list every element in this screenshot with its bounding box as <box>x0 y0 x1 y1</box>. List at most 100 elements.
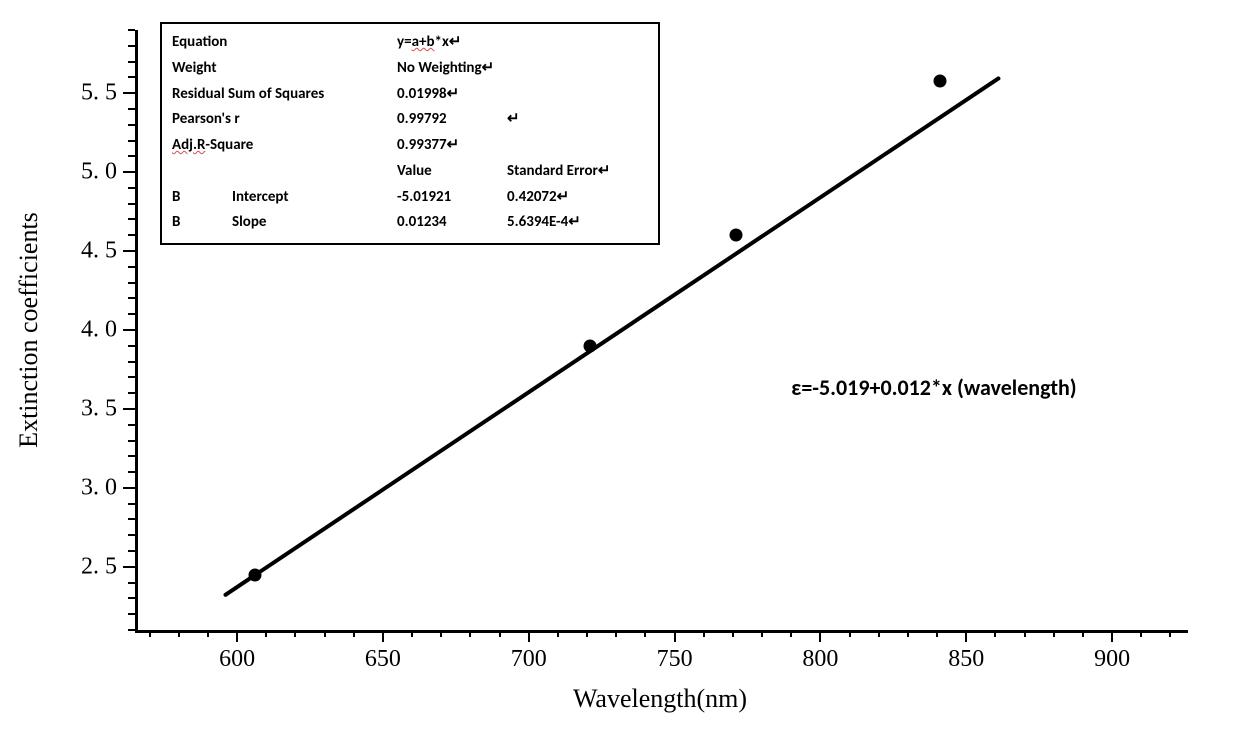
x-tick-minor <box>907 630 909 637</box>
regression-stats-box: Equation y=a+b*x↵ Weight No Weighting↵ R… <box>160 22 660 245</box>
x-tick-minor <box>761 630 763 637</box>
y-tick-major <box>123 250 135 252</box>
x-tick-minor <box>878 630 880 637</box>
y-tick-minor <box>128 503 135 505</box>
x-tick-major <box>528 630 530 642</box>
y-tick-minor <box>128 597 135 599</box>
y-tick-major <box>123 566 135 568</box>
x-tick-minor <box>936 630 938 637</box>
x-tick-major <box>819 630 821 642</box>
y-tick-minor <box>128 518 135 520</box>
y-axis-label: Extinction coefficients <box>14 212 44 448</box>
x-tick-minor <box>703 630 705 637</box>
x-tick-label: 750 <box>657 646 693 673</box>
x-tick-minor <box>732 630 734 637</box>
data-point <box>248 568 261 581</box>
y-tick-minor <box>128 76 135 78</box>
y-tick-label: 4. 0 <box>67 317 117 344</box>
stats-equation-value: y=a+b*x↵ <box>397 35 507 51</box>
y-tick-minor <box>128 392 135 394</box>
equation-annotation: ε=-5.019+0.012*x (wavelength) <box>791 374 1076 401</box>
y-tick-minor <box>128 471 135 473</box>
y-tick-major <box>123 329 135 331</box>
data-point <box>584 339 597 352</box>
x-tick-label: 650 <box>365 646 401 673</box>
y-tick-minor <box>128 140 135 142</box>
y-tick-minor <box>128 313 135 315</box>
y-tick-label: 5. 0 <box>67 159 117 186</box>
stats-rss-label: Residual Sum of Squares <box>172 87 397 103</box>
y-tick-minor <box>128 440 135 442</box>
y-tick-minor <box>128 534 135 536</box>
y-tick-minor <box>128 629 135 631</box>
stats-adjr-value: 0.99377↵ <box>397 138 507 154</box>
x-tick-major <box>236 630 238 642</box>
y-tick-minor <box>128 203 135 205</box>
x-tick-minor <box>178 630 180 637</box>
stats-rss-value: 0.01998↵ <box>397 87 507 103</box>
y-tick-minor <box>128 424 135 426</box>
stats-hdr-stderr: Standard Error↵ <box>507 164 610 180</box>
stats-pearson-value: 0.99792 <box>397 112 507 128</box>
y-tick-major <box>123 408 135 410</box>
y-tick-minor <box>128 234 135 236</box>
x-tick-label: 600 <box>219 646 255 673</box>
x-tick-minor <box>207 630 209 637</box>
y-tick-minor <box>128 29 135 31</box>
y-tick-minor <box>128 218 135 220</box>
y-tick-minor <box>128 376 135 378</box>
x-tick-minor <box>499 630 501 637</box>
y-tick-minor <box>128 455 135 457</box>
stats-b2-val: 0.01234 <box>397 215 507 231</box>
x-tick-label: 700 <box>511 646 547 673</box>
y-tick-minor <box>128 282 135 284</box>
y-tick-minor <box>128 297 135 299</box>
y-tick-label: 3. 0 <box>67 474 117 501</box>
x-tick-minor <box>149 630 151 637</box>
y-tick-label: 5. 5 <box>67 80 117 107</box>
stats-equation-label: Equation <box>172 35 397 51</box>
x-tick-minor <box>1169 630 1171 637</box>
x-tick-major <box>674 630 676 642</box>
x-tick-minor <box>265 630 267 637</box>
x-axis-label: Wavelength(nm) <box>573 684 747 714</box>
x-tick-minor <box>1082 630 1084 637</box>
y-tick-minor <box>128 187 135 189</box>
y-tick-minor <box>128 550 135 552</box>
y-tick-label: 4. 5 <box>67 238 117 265</box>
x-tick-minor <box>1053 630 1055 637</box>
stats-b1-c1: B <box>172 190 232 206</box>
y-tick-label: 2. 5 <box>67 553 117 580</box>
x-tick-label: 800 <box>802 646 838 673</box>
stats-b1-val: -5.01921 <box>397 190 507 206</box>
data-point <box>729 229 742 242</box>
x-tick-minor <box>324 630 326 637</box>
x-tick-label: 850 <box>948 646 984 673</box>
y-tick-minor <box>128 108 135 110</box>
x-tick-minor <box>353 630 355 637</box>
data-point <box>934 74 947 87</box>
stats-pearson-tail: ↵ <box>507 112 520 128</box>
x-tick-label: 900 <box>1094 646 1130 673</box>
x-tick-minor <box>994 630 996 637</box>
stats-weight-label: Weight <box>172 61 397 77</box>
y-tick-minor <box>128 361 135 363</box>
x-tick-minor <box>586 630 588 637</box>
x-tick-minor <box>411 630 413 637</box>
x-tick-minor <box>849 630 851 637</box>
x-tick-minor <box>790 630 792 637</box>
stats-adjr-label: Adj.R-Square <box>172 138 397 154</box>
y-tick-minor <box>128 582 135 584</box>
figure: Wavelength(nm) Extinction coefficients ε… <box>0 0 1240 756</box>
x-tick-minor <box>557 630 559 637</box>
y-tick-label: 3. 5 <box>67 395 117 422</box>
x-tick-minor <box>469 630 471 637</box>
stats-b1-c2: Intercept <box>232 190 397 206</box>
stats-b1-se: 0.42072↵ <box>507 190 569 206</box>
y-tick-minor <box>128 124 135 126</box>
stats-pearson-label: Pearson's r <box>172 112 397 128</box>
stats-hdr-value: Value <box>397 164 507 180</box>
x-tick-minor <box>615 630 617 637</box>
y-tick-minor <box>128 266 135 268</box>
y-tick-major <box>123 92 135 94</box>
